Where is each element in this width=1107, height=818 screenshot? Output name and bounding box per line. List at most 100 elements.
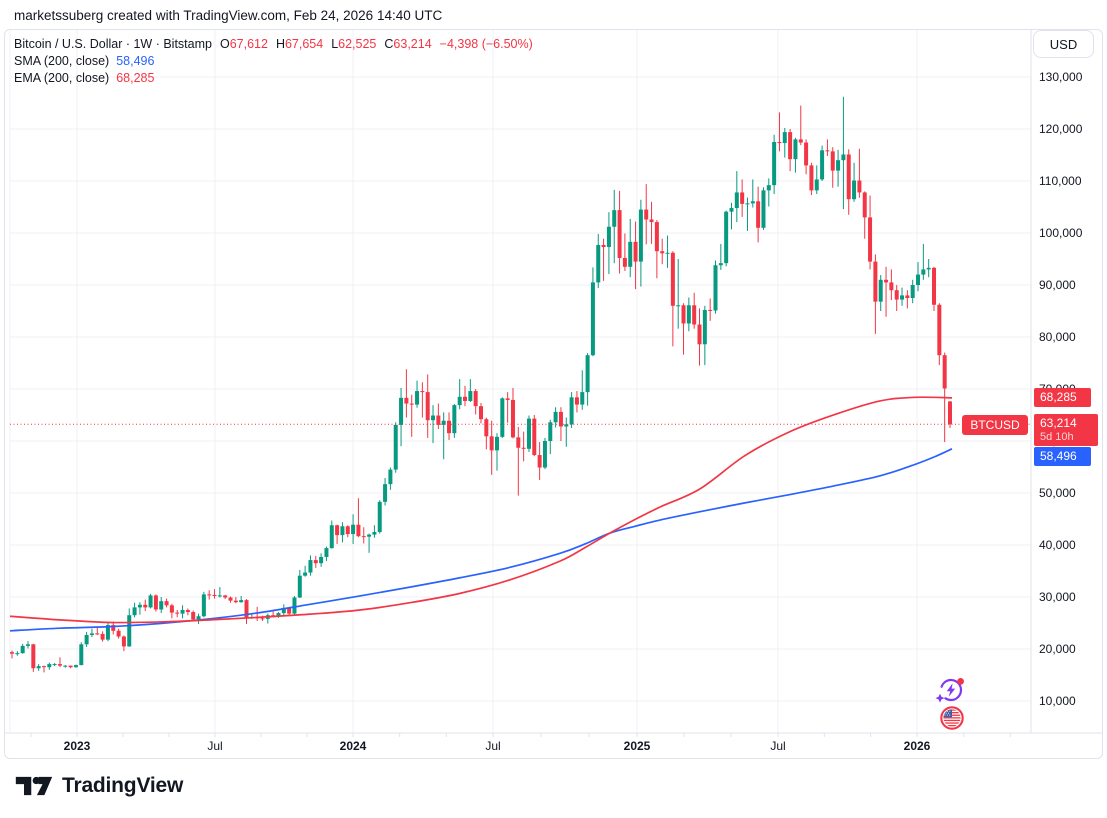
sma-label[interactable]: SMA (200, close) <box>14 54 110 68</box>
candle-body <box>324 548 329 557</box>
candle-body <box>729 208 734 212</box>
candle-body <box>468 391 473 401</box>
candle-body <box>846 154 851 200</box>
candle-body <box>521 447 526 449</box>
candle-body <box>399 397 404 425</box>
currency-usd-button[interactable]: USD <box>1033 30 1094 58</box>
candle-body <box>20 645 25 654</box>
ema-label[interactable]: EMA (200, close) <box>14 71 110 85</box>
candle-body <box>622 257 627 267</box>
candle-body <box>761 190 766 228</box>
candle-body <box>452 405 457 434</box>
candle-body <box>436 415 441 425</box>
footer-brand[interactable]: TradingView <box>14 772 183 800</box>
candle-body <box>15 653 20 655</box>
candle-body <box>921 269 926 275</box>
candle-body <box>36 666 41 669</box>
candle-body <box>660 251 665 254</box>
ema-200-line <box>9 396 953 624</box>
legend-symbol-row[interactable]: Bitcoin / U.S. Dollar · 1W · Bitstamp O67… <box>14 36 533 53</box>
candle-body <box>905 295 910 298</box>
price-axis[interactable]: 10,00020,00030,00040,00050,00060,00070,0… <box>1031 30 1107 733</box>
candle-body <box>681 305 686 324</box>
candle-body <box>489 436 494 451</box>
candle-body <box>340 526 345 536</box>
price-tick-label: 90,000 <box>1039 277 1076 292</box>
candle-body <box>500 398 505 437</box>
candle-body <box>228 597 233 601</box>
candle-body <box>804 142 809 166</box>
candle-body <box>686 305 691 324</box>
candle-body <box>212 594 217 596</box>
candle-body <box>516 437 521 448</box>
price-tick-label: 50,000 <box>1039 485 1076 500</box>
candle-body <box>153 595 158 610</box>
candle-body <box>276 613 281 617</box>
price-tick-label: 120,000 <box>1039 121 1083 136</box>
candle-body <box>303 572 308 576</box>
candle-body <box>654 222 659 252</box>
candle-body <box>196 616 201 620</box>
candle-body <box>932 267 937 305</box>
last-price-label: 63,214 5d 10h <box>1034 414 1098 447</box>
time-label-month: Jul <box>770 739 786 753</box>
candle-body <box>41 666 46 668</box>
candle-body <box>942 355 947 389</box>
candle-body <box>772 142 777 186</box>
candle-body <box>644 209 649 220</box>
ohlc-key: C <box>384 37 394 51</box>
candle-body <box>175 612 180 614</box>
candle-body <box>628 241 633 267</box>
price-tick-label: 20,000 <box>1039 641 1076 656</box>
candle-body <box>894 290 899 300</box>
candle-body <box>25 644 30 646</box>
price-tick-label: 110,000 <box>1039 173 1082 188</box>
candle-body <box>649 219 654 223</box>
candle-body <box>820 150 825 180</box>
candle-body <box>148 595 153 608</box>
candle-body <box>105 625 110 640</box>
candle-body <box>841 154 846 161</box>
candle-body <box>191 612 196 620</box>
candle-body <box>164 601 169 606</box>
chart-card <box>4 29 1103 759</box>
candle-body <box>665 252 670 254</box>
candle-body <box>926 267 931 270</box>
candle-body <box>553 411 558 423</box>
candle-body <box>574 397 579 405</box>
symbol-title[interactable]: Bitcoin / U.S. Dollar · 1W · Bitstamp <box>14 37 212 51</box>
price-tick-label: 30,000 <box>1039 589 1076 604</box>
time-axis[interactable]: 2023 Jul 2024 Jul 2025 Jul 2026 <box>4 733 1101 758</box>
candle-body <box>68 665 73 668</box>
us-flag-event-icon[interactable] <box>939 705 965 731</box>
legend-sma-row[interactable]: SMA (200, close) 58,496 <box>14 53 533 70</box>
price-tick-label: 10,000 <box>1039 693 1076 708</box>
ticker-price-flag: BTCUSD <box>962 415 1028 435</box>
candle-body <box>356 524 361 537</box>
candle-body <box>473 391 478 407</box>
ai-flash-event-icon[interactable] <box>933 672 969 708</box>
time-label-year: 2026 <box>903 739 931 753</box>
candle-body <box>596 244 601 283</box>
candle-body <box>745 203 750 205</box>
candle-body <box>31 644 36 669</box>
candle-body <box>137 604 142 608</box>
sma-price-label: 58,496 <box>1034 447 1091 467</box>
candle-body <box>345 526 350 535</box>
candle-body <box>878 279 883 302</box>
candle-body <box>457 396 462 406</box>
candle-body <box>916 274 921 285</box>
candle-body <box>297 575 302 598</box>
candle-body <box>777 142 782 144</box>
legend-ema-row[interactable]: EMA (200, close) 68,285 <box>14 70 533 87</box>
candle-body <box>73 665 78 668</box>
candle-body <box>793 139 798 160</box>
ema-value: 68,285 <box>116 71 155 85</box>
ohlc-value: 67,654 <box>284 37 324 51</box>
candle-body <box>185 610 190 613</box>
candle-body <box>287 607 292 614</box>
candle-body <box>526 418 531 449</box>
tradingview-wordmark: TradingView <box>62 774 184 797</box>
candle-body <box>319 556 324 564</box>
